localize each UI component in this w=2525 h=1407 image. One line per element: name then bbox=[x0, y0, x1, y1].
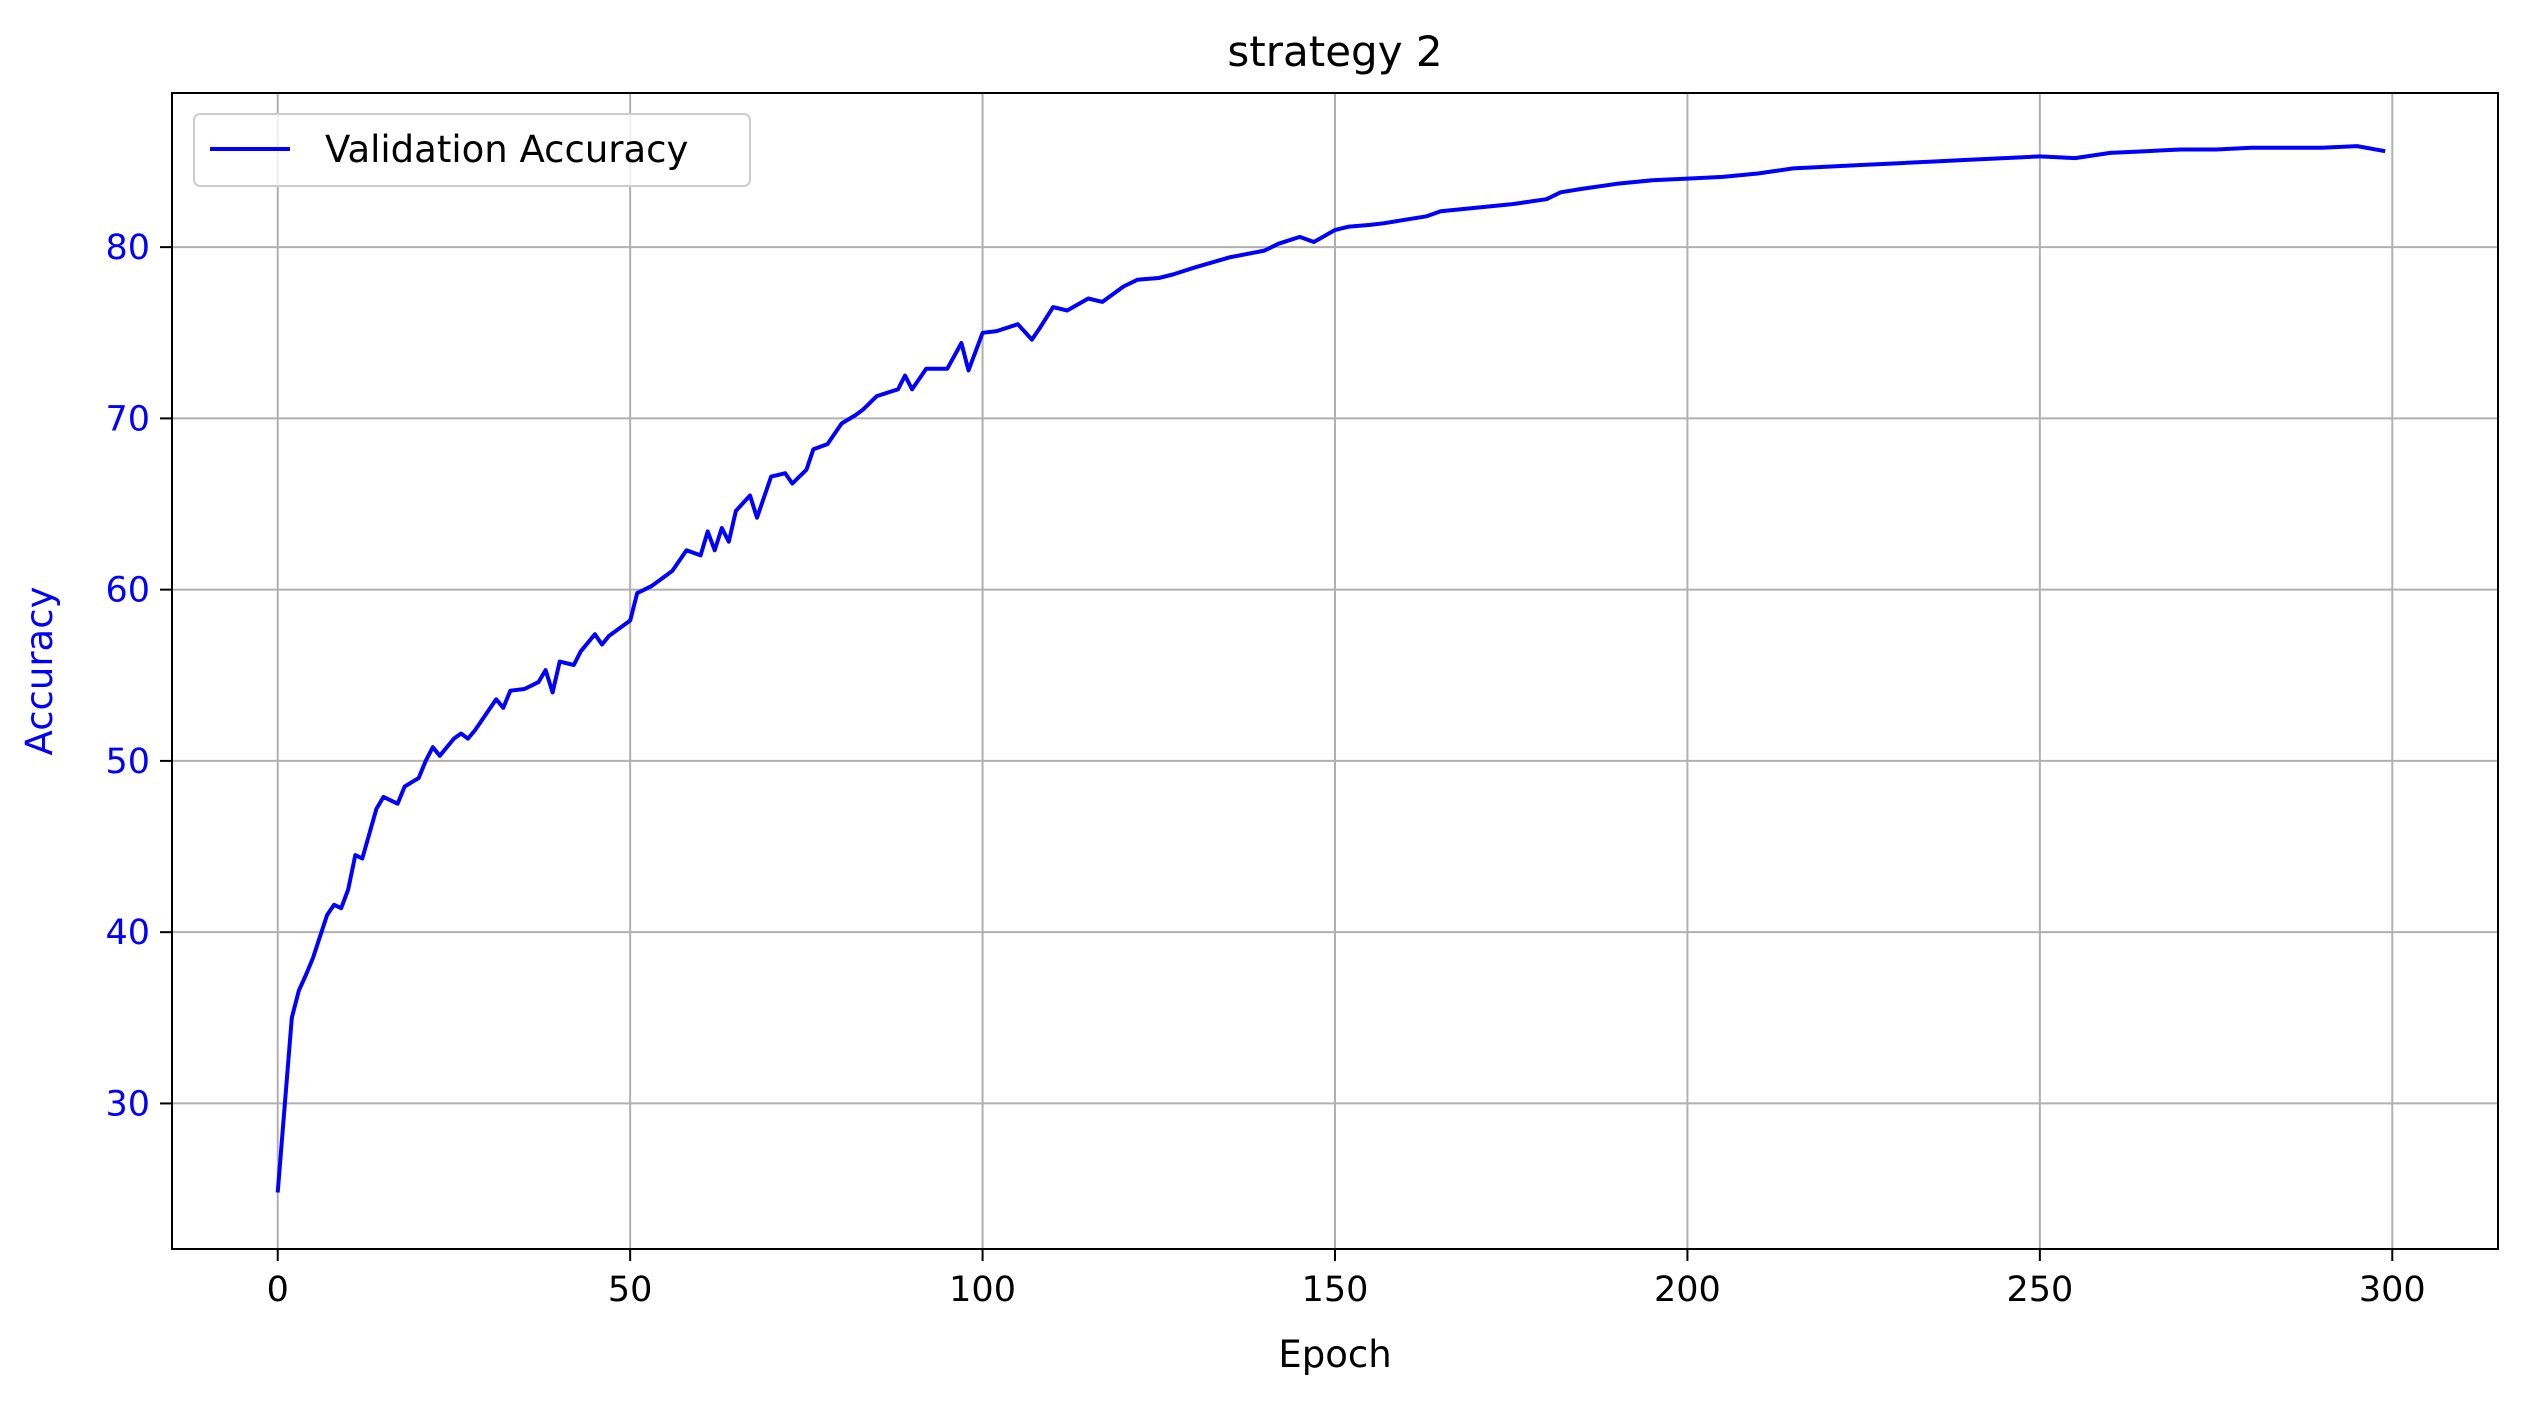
ticks: 0 50 100 150 200 250 300 30 40 50 60 70 80 bbox=[105, 228, 2425, 1310]
legend-box bbox=[193, 113, 751, 187]
x-tick-label: 50 bbox=[608, 1270, 653, 1310]
grid bbox=[172, 93, 2498, 1249]
x-tick-label: 250 bbox=[2006, 1270, 2073, 1310]
x-tick-label: 150 bbox=[1302, 1270, 1369, 1310]
x-tick-label: 300 bbox=[2359, 1270, 2426, 1310]
y-tick-label: 30 bbox=[105, 1084, 150, 1124]
x-tick-label: 0 bbox=[267, 1270, 289, 1310]
y-tick-label: 40 bbox=[105, 913, 150, 953]
series-line-validation-accuracy bbox=[275, 144, 2386, 1193]
x-tick-label: 200 bbox=[1654, 1270, 1721, 1310]
chart-title: strategy 2 bbox=[1227, 27, 1442, 76]
y-tick-label: 70 bbox=[105, 399, 150, 439]
y-tick-label: 60 bbox=[105, 571, 150, 611]
y-tick-label: 50 bbox=[105, 742, 150, 782]
x-axis-label: Epoch bbox=[1278, 1333, 1391, 1376]
y-axis-label: Accuracy bbox=[18, 587, 61, 756]
x-tick-label: 100 bbox=[949, 1270, 1016, 1310]
y-tick-label: 80 bbox=[105, 228, 150, 268]
legend: Validation Accuracy bbox=[193, 113, 751, 187]
legend-label: Validation Accuracy bbox=[325, 128, 688, 171]
series-layer bbox=[275, 144, 2386, 1193]
